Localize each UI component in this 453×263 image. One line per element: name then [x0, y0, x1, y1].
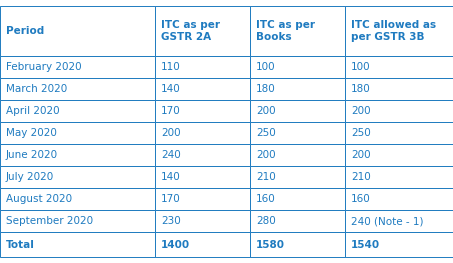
Text: 1540: 1540: [351, 240, 380, 250]
Bar: [155, 144, 250, 166]
Text: ITC as per
Books: ITC as per Books: [256, 20, 315, 42]
Text: 160: 160: [351, 194, 371, 204]
Text: ITC allowed as
per GSTR 3B: ITC allowed as per GSTR 3B: [351, 20, 436, 42]
Text: 210: 210: [351, 172, 371, 182]
Bar: [250, 188, 345, 210]
Text: August 2020: August 2020: [6, 194, 72, 204]
Text: 160: 160: [256, 194, 276, 204]
Text: June 2020: June 2020: [6, 150, 58, 160]
Text: 280: 280: [256, 216, 276, 226]
Text: 110: 110: [161, 62, 181, 72]
Text: 200: 200: [351, 150, 371, 160]
Bar: [155, 122, 250, 144]
Text: 200: 200: [256, 106, 275, 116]
Text: 100: 100: [351, 62, 371, 72]
Bar: [0, 144, 155, 166]
Bar: [0, 6, 155, 56]
Bar: [0, 122, 155, 144]
Text: July 2020: July 2020: [6, 172, 54, 182]
Text: Total: Total: [6, 240, 35, 250]
Text: February 2020: February 2020: [6, 62, 82, 72]
Bar: [250, 6, 345, 56]
Text: 180: 180: [256, 84, 276, 94]
Text: 180: 180: [351, 84, 371, 94]
Text: Period: Period: [6, 26, 44, 36]
Bar: [0, 100, 155, 122]
Bar: [345, 210, 453, 232]
Text: 140: 140: [161, 172, 181, 182]
Text: 240: 240: [161, 150, 181, 160]
Text: 170: 170: [161, 194, 181, 204]
Text: March 2020: March 2020: [6, 84, 67, 94]
Text: 250: 250: [351, 128, 371, 138]
Bar: [345, 144, 453, 166]
Text: ITC as per
GSTR 2A: ITC as per GSTR 2A: [161, 20, 220, 42]
Bar: [250, 210, 345, 232]
Bar: [155, 56, 250, 78]
Text: 1400: 1400: [161, 240, 190, 250]
Bar: [345, 6, 453, 56]
Text: April 2020: April 2020: [6, 106, 60, 116]
Bar: [155, 78, 250, 100]
Text: 200: 200: [256, 150, 275, 160]
Bar: [250, 56, 345, 78]
Text: 200: 200: [351, 106, 371, 116]
Bar: [155, 166, 250, 188]
Text: 210: 210: [256, 172, 276, 182]
Bar: [0, 232, 155, 257]
Text: 250: 250: [256, 128, 276, 138]
Bar: [250, 166, 345, 188]
Text: 170: 170: [161, 106, 181, 116]
Bar: [0, 210, 155, 232]
Bar: [250, 122, 345, 144]
Bar: [155, 100, 250, 122]
Bar: [250, 232, 345, 257]
Bar: [345, 122, 453, 144]
Text: 100: 100: [256, 62, 275, 72]
Text: 1580: 1580: [256, 240, 285, 250]
Text: May 2020: May 2020: [6, 128, 57, 138]
Bar: [0, 188, 155, 210]
Bar: [345, 188, 453, 210]
Bar: [155, 188, 250, 210]
Text: 230: 230: [161, 216, 181, 226]
Bar: [345, 166, 453, 188]
Bar: [345, 100, 453, 122]
Text: 240 (Note - 1): 240 (Note - 1): [351, 216, 424, 226]
Text: September 2020: September 2020: [6, 216, 93, 226]
Bar: [155, 210, 250, 232]
Bar: [155, 6, 250, 56]
Text: 140: 140: [161, 84, 181, 94]
Bar: [0, 166, 155, 188]
Bar: [155, 232, 250, 257]
Text: 200: 200: [161, 128, 181, 138]
Bar: [345, 56, 453, 78]
Bar: [345, 78, 453, 100]
Bar: [250, 144, 345, 166]
Bar: [0, 78, 155, 100]
Bar: [250, 78, 345, 100]
Bar: [345, 232, 453, 257]
Bar: [0, 56, 155, 78]
Bar: [250, 100, 345, 122]
